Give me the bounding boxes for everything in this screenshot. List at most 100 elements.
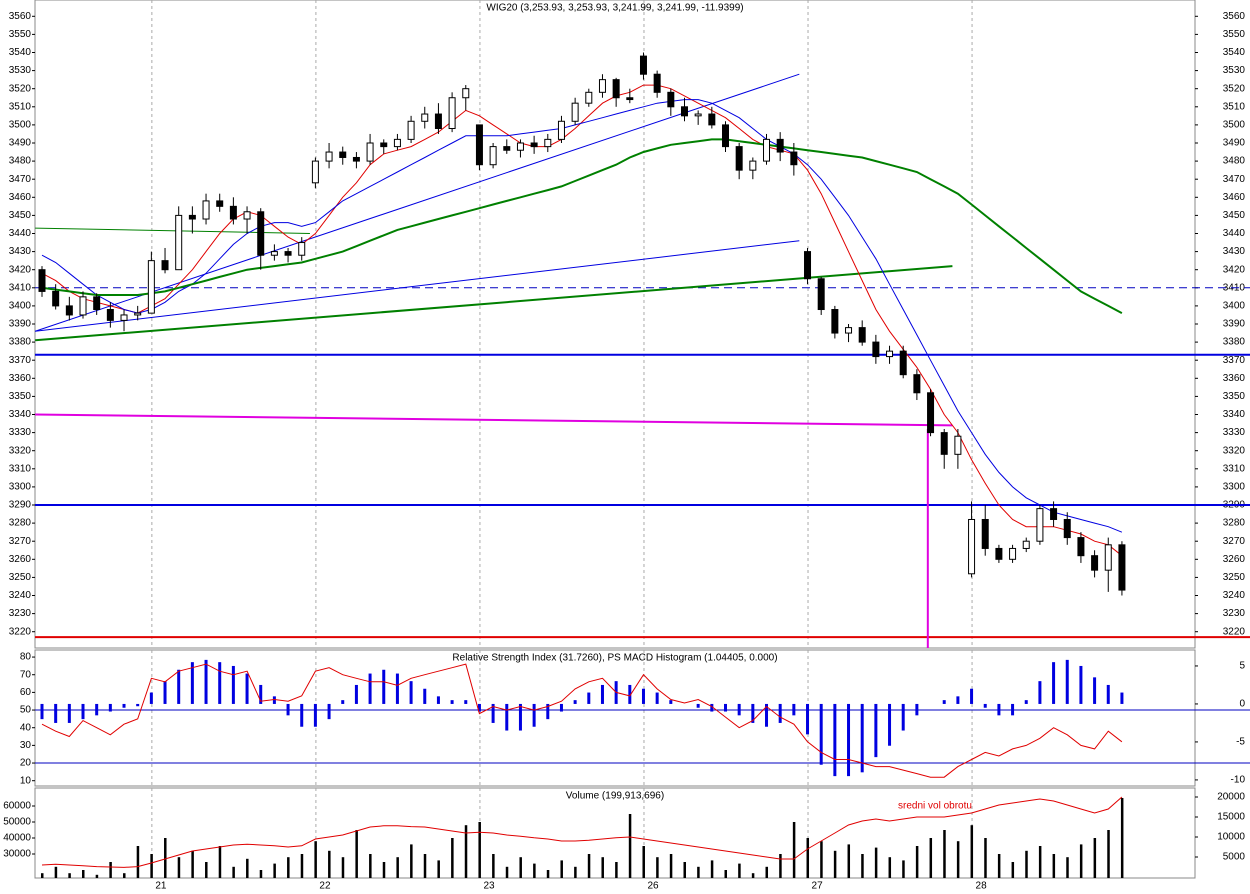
histogram-bar	[423, 688, 427, 704]
volume-bar	[123, 873, 126, 878]
tick-label: 60	[20, 687, 32, 698]
x-tick-label: 26	[647, 881, 659, 892]
tick-label: 30000	[3, 849, 31, 860]
candle-body	[475, 124, 483, 166]
histogram-bar	[409, 681, 413, 704]
volume-bar	[956, 841, 960, 878]
candle-body	[954, 435, 962, 455]
volume-bar	[628, 814, 632, 878]
histogram-bar	[1038, 681, 1042, 704]
histogram-bar	[956, 696, 960, 704]
histogram-bar	[1011, 703, 1015, 716]
histogram-bar	[559, 703, 563, 712]
x-tick-label: 27	[812, 881, 824, 892]
histogram-bar	[1079, 665, 1083, 704]
tick-label: -5	[1236, 737, 1245, 748]
tick-label: 3290	[9, 500, 32, 511]
histogram-bar	[190, 662, 194, 704]
tick-label: 3490	[1223, 138, 1246, 149]
volume-bar	[970, 825, 974, 878]
histogram-bar	[54, 703, 58, 723]
histogram-bar	[108, 703, 112, 712]
volume-bar	[833, 850, 837, 878]
tick-label: -10	[1231, 775, 1246, 786]
volume-bar	[314, 841, 317, 878]
panel-title: WIG20 (3,253.93, 3,253.93, 3,241.99, 3,2…	[486, 3, 743, 14]
volume-bar	[423, 854, 427, 878]
candle-body	[626, 97, 634, 101]
candle-body	[407, 120, 415, 140]
candle-body	[735, 146, 743, 171]
tick-label: 3450	[1223, 210, 1246, 221]
x-tick-label: 22	[319, 881, 331, 892]
candle-body	[393, 138, 401, 148]
tick-label: 3270	[1223, 536, 1246, 547]
tick-label: 3400	[1223, 301, 1246, 312]
histogram-bar	[81, 703, 85, 720]
histogram-bar	[272, 696, 276, 704]
tick-label: 3250	[9, 572, 32, 583]
candle-body	[858, 327, 866, 343]
tick-label: 3250	[1223, 572, 1246, 583]
volume-bar	[341, 857, 345, 878]
histogram-bar	[641, 688, 645, 704]
tick-label: 15000	[1217, 812, 1245, 823]
tick-label: 3360	[1223, 373, 1246, 384]
candle-body	[817, 278, 825, 311]
volume-bar	[218, 846, 222, 878]
candle-body	[352, 156, 360, 162]
candle-body	[1063, 518, 1071, 539]
candle-body	[284, 251, 292, 256]
volume-bar	[54, 866, 58, 878]
volume-bar	[109, 862, 112, 878]
candle-body	[968, 518, 976, 575]
histogram-bar	[1106, 684, 1110, 704]
volume-bar	[246, 858, 249, 878]
tick-label: 70	[20, 669, 32, 680]
volume-bar	[464, 825, 468, 878]
line	[41, 663, 1123, 778]
candle-body	[448, 97, 456, 130]
histogram-bar	[833, 703, 837, 777]
histogram-bar	[628, 684, 632, 704]
tick-label: 3420	[1223, 264, 1246, 275]
histogram-bar	[1065, 659, 1069, 704]
candle-body	[872, 341, 880, 358]
volume-bar	[232, 866, 235, 878]
candle-body	[311, 160, 319, 184]
tick-label: 3540	[1223, 47, 1246, 58]
histogram-bar	[177, 669, 181, 704]
histogram-bar	[792, 703, 796, 716]
histogram-bar	[997, 703, 1001, 716]
volume-bar	[724, 870, 727, 878]
volume-bar	[683, 862, 686, 878]
histogram-bar	[587, 692, 591, 704]
line	[41, 84, 1123, 557]
tick-label: 3330	[1223, 427, 1246, 438]
candle-body	[680, 106, 688, 117]
histogram-bar	[354, 684, 358, 704]
volume-bar	[287, 857, 290, 878]
volume-bar	[642, 846, 645, 878]
trend-line	[35, 413, 953, 427]
candle-body	[804, 251, 812, 280]
candle-body	[188, 214, 196, 220]
volume-bar	[451, 838, 454, 878]
tick-label: 60000	[3, 801, 31, 812]
histogram-bar	[436, 696, 440, 704]
histogram-bar	[710, 703, 714, 712]
volume-bar	[355, 830, 358, 878]
tick-label: 3460	[1223, 192, 1246, 203]
tick-label: 3320	[1223, 445, 1246, 456]
histogram-bar	[888, 703, 892, 746]
volume-bar	[478, 822, 481, 878]
tick-label: 3480	[1223, 156, 1246, 167]
histogram-bar	[149, 692, 153, 704]
volume-bar	[574, 866, 577, 878]
tick-label: 3360	[9, 373, 32, 384]
candle-body	[120, 314, 128, 321]
trend-line	[35, 240, 800, 332]
volume-bar	[861, 854, 864, 878]
volume-bar	[410, 844, 413, 878]
